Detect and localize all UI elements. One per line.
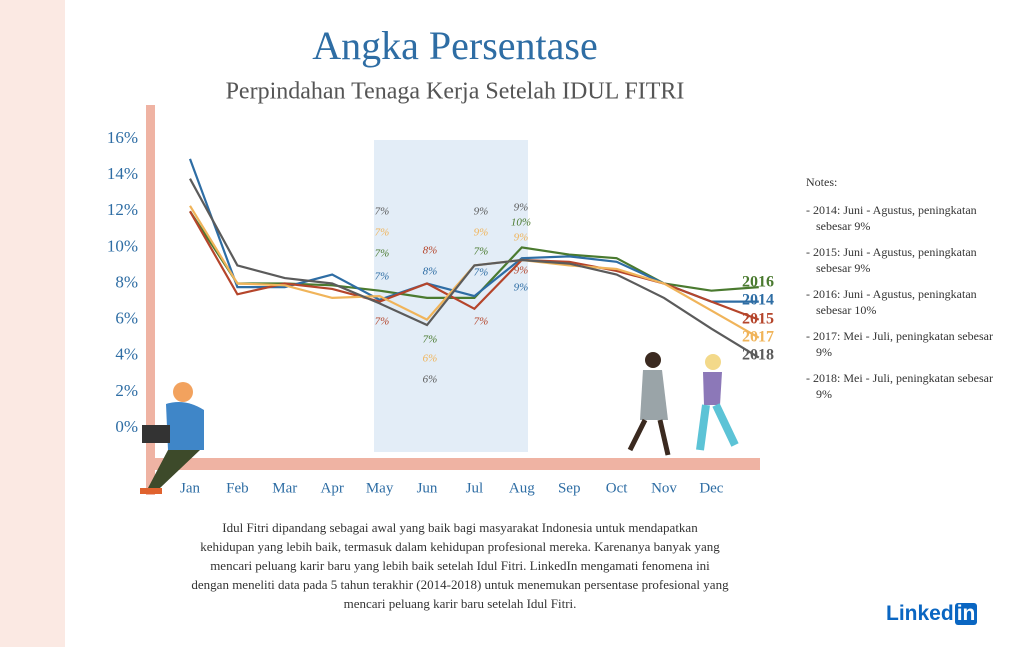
annotation: 8% [423,245,438,257]
x-tick-label: Dec [699,480,723,496]
legend-label: 2014 [742,292,774,309]
annotation: 7% [375,316,390,328]
annotation: 7% [474,267,489,279]
y-tick-label: 10% [107,236,138,255]
notes-title: Notes: [806,175,838,189]
x-tick-label: May [366,480,394,496]
annotation: 7% [375,248,390,260]
annotation: 7% [375,206,390,218]
logo: Linked in [886,602,978,626]
logo-word: Linked [886,602,954,625]
x-tick-label: Apr [321,480,344,496]
annotation: 10% [511,217,531,229]
annotation: 9% [514,232,529,244]
annotation: 9% [474,227,489,239]
description-line: dengan meneliti data pada 5 tahun terakh… [191,577,729,592]
annotation: 7% [375,271,390,283]
legend-label: 2018 [742,347,774,364]
logo-box: in [954,602,978,625]
notes: Notes: - 2014: Juni - Agustus, peningkat… [806,174,1006,412]
annotation: 6% [423,374,438,386]
legend-label: 2015 [742,311,774,328]
legend-label: 2017 [742,329,774,346]
side-strip [0,0,65,647]
annotation: 9% [514,265,529,277]
note-item: - 2018: Mei - Juli, peningkatan sebesar … [806,371,993,401]
y-tick-label: 16% [107,128,138,147]
annotation: 7% [375,227,390,239]
description-line: mencari peluang karir baru yang lebih ba… [210,558,710,573]
x-axis-bar [150,458,760,470]
annotation: 7% [474,246,489,258]
x-tick-label: Mar [272,480,297,496]
legend-label: 2016 [742,274,774,291]
description-line: mencari peluang karir baru setelah Idul … [343,596,577,611]
y-tick-label: 12% [107,200,138,219]
y-tick-label: 6% [115,309,138,328]
annotation: 7% [423,334,438,346]
annotation: 9% [514,202,529,214]
note-item: - 2015: Juni - Agustus, peningkatan sebe… [806,245,977,275]
y-tick-label: 14% [107,164,138,183]
x-tick-label: Jan [180,480,200,496]
person-left [140,382,204,494]
x-tick-label: Sep [558,480,581,496]
x-tick-label: Feb [226,480,249,496]
y-tick-label: 4% [115,345,138,364]
annotation: 6% [423,353,438,365]
description: Idul Fitri dipandang sebagai awal yang b… [110,518,810,613]
chart-subtitle: Perpindahan Tenaga Kerja Setelah IDUL FI… [226,79,685,105]
description-line: Idul Fitri dipandang sebagai awal yang b… [222,520,698,535]
y-axis-bar [146,105,155,495]
annotation: 7% [474,316,489,328]
series-line [189,178,760,359]
people-right [627,352,739,456]
y-tick-label: 2% [115,381,138,400]
y-tick-label: 0% [115,417,138,436]
x-tick-label: Jul [466,480,484,496]
x-tick-label: Oct [606,480,628,496]
note-item: - 2016: Juni - Agustus, peningkatan sebe… [806,287,977,317]
x-tick-label: Nov [651,480,677,496]
annotation: 9% [474,206,489,218]
annotation: 9% [514,282,529,294]
annotation: 8% [423,266,438,278]
x-tick-label: Aug [509,480,535,496]
chart-title: Angka Persentase [312,23,597,68]
y-tick-label: 8% [115,272,138,291]
description-line: kehidupan yang lebih baik, termasuk dala… [200,539,720,554]
note-item: - 2014: Juni - Agustus, peningkatan sebe… [806,203,977,233]
note-item: - 2017: Mei - Juli, peningkatan sebesar … [806,329,993,359]
x-tick-label: Jun [417,480,438,496]
